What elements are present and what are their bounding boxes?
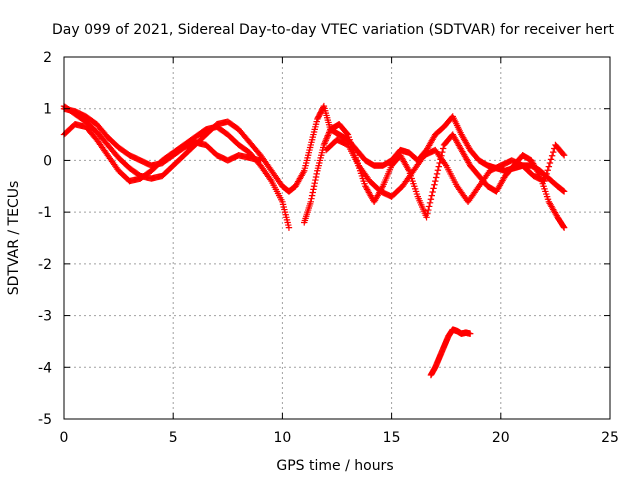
x-axis-label: GPS time / hours: [276, 458, 393, 474]
y-tick-label: -3: [38, 309, 52, 325]
data-point-interp: [310, 186, 317, 193]
x-tick-label: 25: [601, 430, 619, 446]
data-point-interp: [544, 167, 551, 174]
y-tick-label: -5: [38, 412, 52, 428]
data-point-interp: [432, 174, 440, 181]
plot-frame: [63, 56, 611, 420]
series-trace-3: [60, 105, 264, 169]
data-point-interp: [429, 188, 436, 196]
data-point: [285, 224, 293, 231]
y-axis-label: SDTVAR / TECUs: [6, 181, 22, 296]
data-point: [257, 157, 264, 164]
data-point: [307, 198, 314, 205]
data-point: [467, 330, 474, 337]
data-point-interp: [439, 148, 446, 156]
data-point-interp: [546, 159, 554, 167]
data-point-interp: [560, 223, 567, 230]
data-point-interp: [308, 192, 316, 199]
data-point-interp: [543, 170, 550, 178]
data-point-interp: [434, 167, 442, 174]
data-point: [560, 224, 568, 231]
y-tick-label: 1: [43, 102, 52, 118]
data-point-interp: [309, 189, 316, 196]
data-point-interp: [542, 174, 549, 181]
series-trace-6: [322, 136, 568, 205]
data-point: [541, 177, 548, 185]
data-point-interp: [433, 170, 441, 178]
data-point-interp: [560, 151, 567, 158]
data-point-interp: [430, 185, 437, 192]
data-point-interp: [424, 210, 431, 217]
grid-lines: [64, 57, 610, 419]
x-tick-label: 15: [383, 430, 401, 446]
x-tick-label: 0: [60, 430, 69, 446]
data-point-interp: [431, 181, 438, 188]
data-point-interp: [439, 145, 447, 152]
data-point-interp: [425, 203, 433, 210]
x-tick-label: 10: [273, 430, 291, 446]
data-point-interp: [426, 199, 434, 207]
y-tick-label: -1: [38, 205, 52, 221]
data-point-interp: [312, 176, 319, 184]
x-tick-label: 5: [169, 430, 178, 446]
data-point: [423, 214, 430, 221]
data-point-interp: [428, 192, 435, 199]
data-point-interp: [545, 163, 553, 170]
data-point: [560, 152, 568, 159]
data-point-interp: [548, 152, 556, 159]
data-point: [432, 177, 439, 185]
data-point-interp: [547, 156, 555, 163]
y-tick-label: -4: [38, 360, 52, 376]
y-tick-label: 2: [43, 50, 52, 66]
y-tick-label: -2: [38, 257, 52, 273]
data-point-interp: [343, 130, 351, 137]
y-tick-label: 0: [43, 153, 52, 169]
chart-title: Day 099 of 2021, Sidereal Day-to-day VTE…: [52, 22, 614, 38]
data-point-interp: [550, 148, 557, 156]
x-tick-label: 20: [492, 430, 510, 446]
data-points: [60, 102, 568, 379]
data-point: [560, 188, 568, 195]
axis-ticks: 0 5 10 15 20 25 -5 -4 -3 -2 -1 0 1 2: [38, 50, 619, 446]
series-trace-2: [60, 121, 293, 231]
data-point-interp: [313, 170, 320, 178]
data-point-interp: [308, 195, 315, 202]
data-point-interp: [427, 196, 435, 203]
data-point-interp: [311, 179, 318, 187]
series-trace-7: [427, 326, 474, 379]
data-point-interp: [425, 206, 432, 214]
data-point-interp: [320, 104, 327, 111]
data-point-interp: [312, 173, 320, 181]
data-point-interp: [310, 183, 318, 190]
data-point-interp: [435, 163, 442, 170]
